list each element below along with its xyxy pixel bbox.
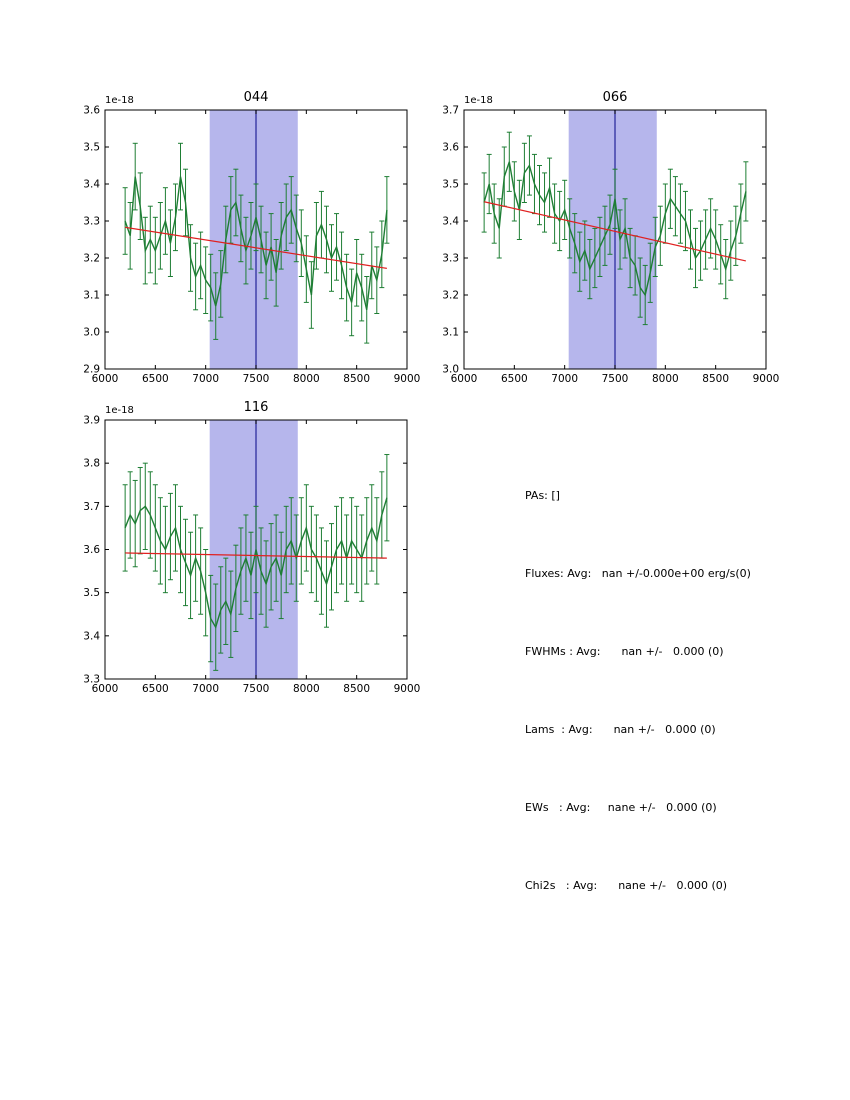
x-tick-label: 9000 (394, 683, 421, 695)
y-tick-label: 2.9 (83, 364, 100, 376)
x-tick-label: 6500 (142, 683, 169, 695)
highlight-band (568, 110, 657, 369)
x-tick-label: 8000 (293, 683, 320, 695)
x-tick-label: 7500 (243, 373, 270, 385)
y-tick-label: 3.5 (442, 179, 459, 191)
plot-066: 066 1e-18 6000 6500 7000 7500 8000 8500 9000 3.… (434, 88, 790, 388)
y-tick-label: 3.7 (83, 501, 100, 513)
plot-066-title: 066 (602, 90, 628, 105)
y-tick-label: 3.6 (442, 142, 459, 154)
plot-044-canvas: 6000 6500 7000 7500 8000 8500 9000 2.9 3.0 3.1 3.2… (83, 105, 421, 386)
y-tick-label: 3.5 (83, 587, 100, 599)
stats-line-lams: Lams : Avg: nan +/- 0.000 (0) (525, 723, 716, 736)
x-tick-label: 7000 (192, 683, 219, 695)
y-tick-label: 3.6 (83, 105, 100, 117)
y-tick-label: 3.5 (83, 142, 100, 154)
x-tick-label: 8000 (293, 373, 320, 385)
x-tick-label: 6000 (92, 373, 119, 385)
stats-block: PAs: [] Fluxes: Avg: nan +/-0.000e+00 er… (525, 431, 751, 951)
x-tick-label: 8500 (702, 373, 729, 385)
stats-line-ews: EWs : Avg: nane +/- 0.000 (0) (525, 801, 717, 814)
spectrum-line (124, 176, 388, 310)
y-tick-label: 3.6 (83, 544, 100, 556)
stats-line-fwhms: FWHMs : Avg: nan +/- 0.000 (0) (525, 645, 724, 658)
y-tick-label: 3.0 (83, 327, 100, 339)
stats-line-fluxes: Fluxes: Avg: nan +/-0.000e+00 erg/s(0) (525, 567, 751, 580)
plot-044: 044 1e-18 6000 6500 7000 7500 8000 8500 9000 2.… (75, 88, 431, 388)
trend-line (484, 201, 746, 262)
trend-line (125, 226, 387, 269)
trend-line (125, 552, 387, 559)
y-tick-label: 3.8 (83, 458, 100, 470)
plot-066-offset-label: 1e-18 (464, 95, 493, 106)
stats-line-chi2s: Chi2s : Avg: nane +/- 0.000 (0) (525, 879, 728, 892)
plot-116-canvas: 6000 6500 7000 7500 8000 8500 9000 3.3 3.4 3.5 3.6… (83, 415, 421, 696)
y-tick-label: 3.3 (83, 674, 100, 686)
y-tick-label: 3.4 (83, 179, 100, 191)
spectrum-line (483, 161, 747, 297)
y-tick-label: 3.2 (442, 290, 459, 302)
x-tick-label: 6500 (142, 373, 169, 385)
x-tick-label: 7500 (602, 373, 629, 385)
x-tick-label: 8500 (343, 683, 370, 695)
plot-066-canvas: 6000 6500 7000 7500 8000 8500 9000 3.0 3.1 3.2 3.3… (442, 105, 780, 386)
x-tick-label: 9000 (753, 373, 780, 385)
y-tick-label: 3.2 (83, 253, 100, 265)
x-tick-label: 6000 (92, 683, 119, 695)
x-tick-label: 9000 (394, 373, 421, 385)
plot-044-title: 044 (243, 90, 269, 105)
highlight-band (209, 420, 298, 679)
y-tick-label: 3.1 (442, 327, 459, 339)
y-tick-label: 3.9 (83, 415, 100, 427)
y-tick-label: 3.7 (442, 105, 459, 117)
y-tick-label: 3.3 (442, 253, 459, 265)
y-tick-label: 3.0 (442, 364, 459, 376)
x-tick-label: 8000 (652, 373, 679, 385)
y-tick-label: 3.1 (83, 290, 100, 302)
y-tick-label: 3.3 (83, 216, 100, 228)
stats-line-pas: PAs: [] (525, 489, 560, 502)
plot-116-offset-label: 1e-18 (105, 405, 134, 416)
x-tick-label: 7500 (243, 683, 270, 695)
plot-116-title: 116 (243, 400, 269, 415)
x-tick-label: 8500 (343, 373, 370, 385)
highlight-band (209, 110, 298, 369)
x-tick-label: 7000 (551, 373, 578, 385)
plot-116: 116 1e-18 6000 6500 7000 7500 8000 8500 9000 3.… (75, 398, 431, 698)
x-tick-label: 6500 (501, 373, 528, 385)
x-tick-label: 7000 (192, 373, 219, 385)
spectrum-line (124, 497, 388, 629)
y-tick-label: 3.4 (442, 216, 459, 228)
plot-044-offset-label: 1e-18 (105, 95, 134, 106)
y-tick-label: 3.4 (83, 630, 100, 642)
x-tick-label: 6000 (451, 373, 478, 385)
